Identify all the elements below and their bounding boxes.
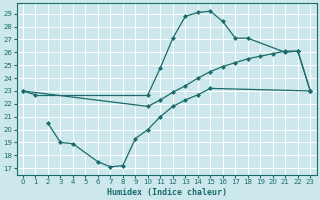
X-axis label: Humidex (Indice chaleur): Humidex (Indice chaleur) xyxy=(107,188,227,197)
